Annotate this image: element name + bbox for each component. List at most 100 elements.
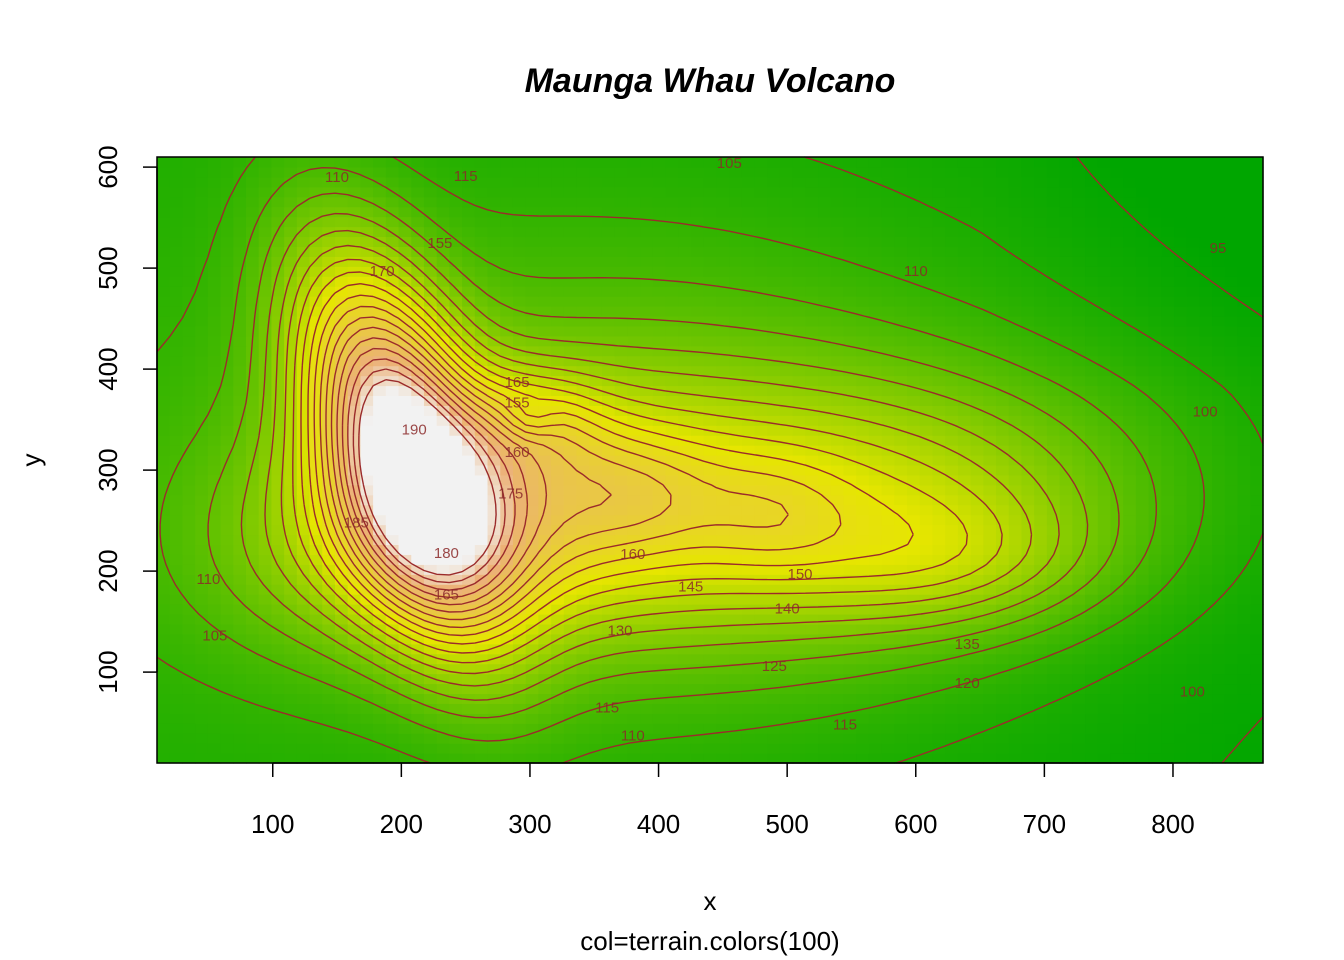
heatmap-cell [474, 365, 489, 377]
heatmap-cell [741, 643, 756, 655]
heatmap-cell [1085, 504, 1099, 516]
heatmap-cell [830, 455, 845, 466]
heatmap-cell [957, 246, 972, 257]
heatmap-cell [1250, 474, 1264, 486]
heatmap-cell [1199, 743, 1213, 754]
heatmap-cell [932, 753, 946, 764]
heatmap-cell [957, 504, 972, 516]
heatmap-cell [487, 673, 501, 685]
heatmap-cell [296, 286, 311, 297]
heatmap-cell [373, 693, 387, 704]
heatmap-cell [373, 494, 387, 506]
heatmap-cell [1110, 286, 1124, 297]
heatmap-cell [563, 663, 578, 675]
heatmap-cell [627, 484, 641, 496]
heatmap-cell [690, 306, 705, 317]
heatmap-cell [1110, 355, 1124, 367]
heatmap-cell [1034, 266, 1048, 277]
heatmap-cell [652, 504, 667, 516]
heatmap-cell [1008, 395, 1023, 406]
heatmap-cell [627, 474, 641, 486]
heatmap-cell [945, 385, 959, 397]
heatmap-cell [512, 455, 527, 466]
heatmap-cell [1110, 643, 1124, 655]
heatmap-cell [538, 673, 552, 685]
heatmap-cell [1174, 464, 1188, 476]
heatmap-cell [792, 554, 806, 565]
heatmap-cell [665, 633, 679, 645]
heatmap-cell [741, 514, 756, 526]
heatmap-cell [373, 663, 387, 675]
heatmap-cell [1174, 435, 1188, 446]
heatmap-cell [1161, 524, 1175, 536]
heatmap-cell [271, 276, 285, 287]
heatmap-cell [169, 723, 184, 734]
heatmap-cell [665, 335, 679, 347]
heatmap-cell [868, 435, 883, 446]
heatmap-cell [1008, 216, 1023, 228]
heatmap-cell [576, 405, 590, 416]
heatmap-cell [868, 474, 883, 486]
heatmap-cell [640, 266, 654, 277]
heatmap-cell [411, 375, 425, 387]
heatmap-cell [195, 306, 209, 317]
heatmap-cell [474, 286, 489, 297]
heatmap-cell [1123, 286, 1137, 297]
heatmap-cell [525, 206, 539, 218]
heatmap-cell [220, 296, 234, 307]
heatmap-cell [792, 474, 806, 486]
heatmap-cell [1186, 345, 1201, 357]
heatmap-cell [1237, 365, 1251, 377]
heatmap-cell [881, 514, 895, 526]
heatmap-cell [1148, 504, 1162, 516]
heatmap-cell [1224, 623, 1239, 635]
heatmap-cell [1212, 643, 1226, 655]
heatmap-cell [741, 365, 756, 377]
heatmap-cell [601, 633, 616, 645]
heatmap-cell [462, 653, 476, 665]
heatmap-cell [996, 584, 1010, 595]
heatmap-cell [411, 623, 425, 635]
heatmap-cell [843, 673, 857, 685]
heatmap-cell [1148, 564, 1162, 575]
heatmap-cell [195, 474, 209, 486]
heatmap-cell [233, 484, 247, 496]
heatmap-cell [309, 216, 323, 228]
heatmap-cell [1085, 236, 1099, 248]
heatmap-cell [767, 673, 781, 685]
heatmap-cell [385, 226, 400, 238]
heatmap-cell [652, 633, 667, 645]
heatmap-cell [1123, 693, 1137, 704]
heatmap-cell [411, 663, 425, 675]
heatmap-cell [271, 564, 285, 575]
heatmap-cell [1161, 703, 1175, 714]
heatmap-cell [779, 743, 794, 754]
heatmap-cell [678, 643, 692, 655]
heatmap-cell [703, 494, 717, 506]
heatmap-cell [576, 494, 590, 506]
heatmap-cell [716, 306, 730, 317]
heatmap-cell [1174, 375, 1188, 387]
heatmap-cell [1186, 385, 1201, 397]
heatmap-cell [334, 733, 349, 744]
heatmap-cell [754, 345, 768, 357]
heatmap-cell [500, 355, 514, 367]
heatmap-cell [907, 325, 921, 337]
heatmap-cell [792, 464, 806, 476]
heatmap-cell [881, 306, 895, 317]
heatmap-cell [258, 415, 273, 426]
heatmap-cell [779, 226, 794, 238]
heatmap-cell [1008, 613, 1023, 625]
heatmap-cell [1085, 226, 1099, 238]
heatmap-cell [373, 564, 387, 575]
heatmap-cell [525, 464, 539, 476]
heatmap-cell [919, 613, 934, 625]
heatmap-cell [1072, 683, 1086, 695]
heatmap-cell [1085, 216, 1099, 228]
heatmap-cell [207, 276, 222, 287]
heatmap-cell [957, 643, 972, 655]
heatmap-cell [1021, 604, 1035, 615]
heatmap-cell [398, 226, 412, 238]
heatmap-cell [945, 753, 959, 764]
heatmap-cell [360, 345, 374, 357]
